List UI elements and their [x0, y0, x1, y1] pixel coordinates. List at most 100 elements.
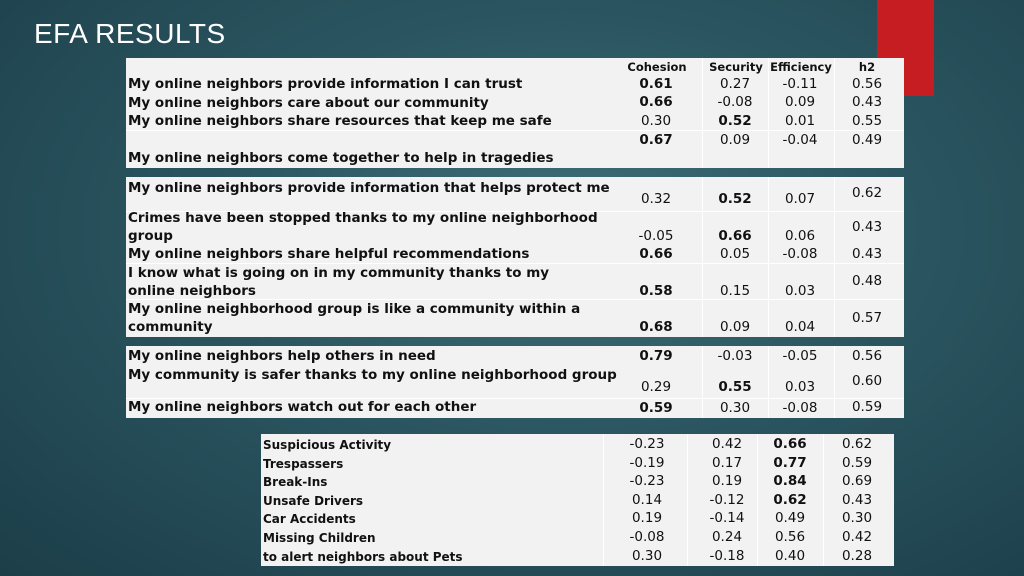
row-label: My online neighbors help others in need: [128, 348, 436, 364]
value-cell: -0.04: [782, 132, 818, 148]
row-label: I know what is going on in my community …: [128, 265, 550, 299]
value-cell: 0.59: [851, 399, 883, 415]
value-cell: 0.09: [719, 132, 751, 148]
row-label: Missing Children: [263, 531, 376, 545]
value-cell: 0.79: [639, 348, 673, 364]
results-table-block-1: Cohesion Security Efficiency h2 My onlin…: [126, 58, 904, 168]
value-cell: 0.55: [851, 113, 883, 129]
row-label: Crimes have been stopped thanks to my on…: [128, 210, 598, 244]
row-label: My online neighbors provide information …: [128, 180, 610, 196]
value-cell: 0.17: [711, 454, 743, 471]
value-cell: 0.52: [718, 113, 752, 129]
value-cell: 0.30: [640, 113, 672, 129]
value-cell: 0.43: [851, 246, 883, 262]
value-cell: 0.07: [784, 191, 816, 207]
results-table-block-3: My online neighbors help others in need 0…: [126, 346, 904, 418]
value-cell: 0.05: [719, 246, 751, 262]
value-cell: 0.56: [851, 76, 883, 92]
row-label: My community is safer thanks to my onlin…: [128, 367, 617, 383]
value-cell: 0.59: [639, 400, 673, 416]
value-cell: -0.19: [629, 454, 665, 471]
value-cell: 0.62: [851, 185, 883, 201]
header-security: Security: [709, 60, 763, 74]
value-cell: -0.05: [638, 228, 674, 244]
row-label: Car Accidents: [263, 512, 356, 527]
value-cell: -0.08: [782, 246, 818, 262]
header-efficiency: Efficiency: [770, 60, 832, 74]
value-cell: 0.40: [774, 547, 806, 564]
value-cell: 0.55: [718, 379, 752, 395]
value-cell: 0.03: [784, 379, 816, 395]
value-cell: -0.11: [782, 76, 818, 92]
value-cell: 0.19: [711, 473, 743, 490]
value-cell: 0.30: [719, 400, 751, 416]
row-label: My online neighbors provide information …: [128, 76, 523, 92]
value-cell: 0.43: [851, 219, 883, 235]
value-cell: 0.19: [631, 510, 663, 527]
row-label: Suspicious Activity: [263, 438, 392, 452]
value-cell: 0.24: [711, 529, 743, 545]
value-cell: 0.29: [640, 379, 672, 395]
value-cell: 0.09: [719, 319, 751, 335]
value-cell: 0.68: [639, 319, 673, 335]
value-cell: 0.03: [784, 283, 816, 299]
value-cell: -0.23: [629, 473, 665, 490]
value-cell: 0.04: [784, 319, 816, 335]
value-cell: 0.42: [711, 436, 743, 452]
value-cell: 0.84: [773, 473, 807, 490]
value-cell: 0.42: [841, 529, 873, 545]
row-label: Break-Ins: [263, 475, 328, 490]
row-label: My online neighbors share resources that…: [128, 113, 552, 129]
value-cell: 0.14: [631, 491, 663, 508]
value-cell: 0.43: [841, 491, 873, 508]
value-cell: 0.62: [841, 436, 873, 452]
value-cell: -0.12: [709, 491, 745, 508]
value-cell: 0.15: [719, 283, 751, 299]
value-cell: 0.30: [631, 547, 663, 564]
value-cell: 0.61: [639, 76, 673, 92]
value-cell: 0.28: [841, 547, 873, 564]
value-cell: -0.23: [629, 436, 665, 452]
value-cell: 0.67: [639, 132, 673, 148]
value-cell: 0.06: [784, 228, 816, 244]
value-cell: 0.57: [851, 310, 883, 326]
value-cell: 0.32: [640, 191, 672, 207]
value-cell: 0.77: [773, 454, 807, 471]
value-cell: 0.49: [774, 510, 806, 527]
value-cell: -0.03: [717, 348, 753, 364]
value-cell: 0.66: [639, 246, 673, 262]
value-cell: 0.09: [784, 94, 816, 110]
value-cell: 0.62: [773, 491, 807, 508]
header-h2: h2: [858, 60, 876, 74]
value-cell: 0.56: [774, 529, 806, 545]
value-cell: 0.60: [851, 373, 883, 389]
row-label: My online neighbors watch out for each o…: [128, 399, 477, 415]
value-cell: 0.58: [639, 283, 673, 299]
value-cell: -0.08: [782, 400, 818, 416]
row-label: My online neighbors come together to hel…: [128, 150, 554, 166]
value-cell: 0.49: [851, 132, 883, 148]
value-cell: 0.52: [718, 191, 752, 207]
value-cell: -0.14: [709, 510, 745, 527]
header-cohesion: Cohesion: [627, 60, 687, 74]
value-cell: 0.43: [851, 94, 883, 110]
value-cell: 0.66: [718, 228, 752, 244]
slide-title: EFA RESULTS: [34, 18, 226, 49]
row-label: Unsafe Drivers: [263, 493, 364, 508]
value-cell: 0.27: [719, 76, 751, 92]
value-cell: 0.48: [851, 273, 883, 289]
value-cell: -0.05: [782, 348, 818, 364]
row-label: to alert neighbors about Pets: [263, 549, 463, 564]
row-label: My online neighbors share helpful recomm…: [128, 246, 530, 262]
results-table-block-4: Suspicious Activity -0.23 0.42 0.66 0.62 Tres…: [261, 434, 894, 566]
value-cell: 0.66: [773, 436, 807, 452]
row-label: My online neighbors care about our commu…: [128, 95, 489, 111]
value-cell: 0.01: [784, 113, 816, 129]
value-cell: 0.66: [639, 94, 673, 110]
value-cell: 0.30: [841, 510, 873, 527]
value-cell: -0.18: [709, 547, 745, 564]
value-cell: 0.56: [851, 348, 883, 364]
value-cell: 0.69: [841, 473, 873, 490]
value-cell: 0.59: [841, 454, 873, 471]
value-cell: -0.08: [629, 529, 665, 545]
